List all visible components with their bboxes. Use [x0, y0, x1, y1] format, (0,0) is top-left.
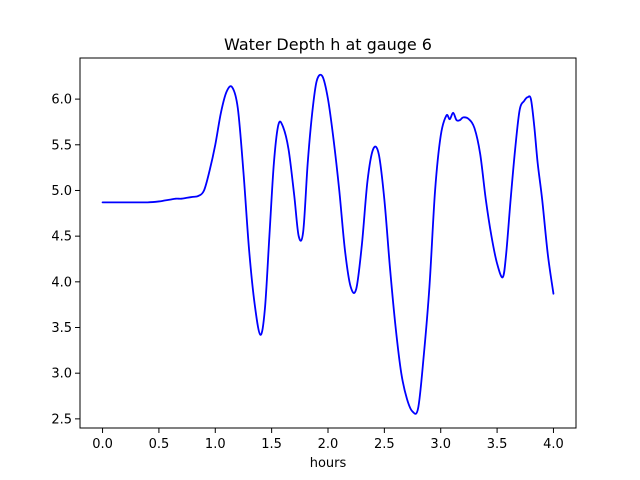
- x-tick-label: 0.0: [92, 437, 113, 452]
- y-tick-label: 6.0: [51, 93, 72, 108]
- y-tick-label: 5.5: [51, 138, 72, 153]
- y-tick-label: 3.0: [51, 367, 72, 382]
- chart-title: Water Depth h at gauge 6: [224, 35, 432, 54]
- series-layer: [101, 73, 555, 415]
- y-tick-label: 4.5: [51, 230, 72, 245]
- axis-ticks: 0.0 0.5 1.0 1.5 2.0 2.5 3.0 3.5 4.0 2.5 3.0 3.5 4.0 4…: [51, 93, 563, 452]
- plot-area-frame: [79, 57, 577, 429]
- x-tick-label: 2.5: [374, 437, 395, 452]
- y-tick-label: 4.0: [51, 275, 72, 290]
- x-tick-label: 2.0: [318, 437, 339, 452]
- x-tick-label: 3.5: [487, 437, 508, 452]
- y-tick-label: 5.0: [51, 184, 72, 199]
- x-tick-label: 3.0: [430, 437, 451, 452]
- x-tick-label: 1.0: [205, 437, 226, 452]
- x-tick-label: 1.5: [261, 437, 282, 452]
- y-tick-label: 2.5: [51, 412, 72, 427]
- x-tick-label: 4.0: [543, 437, 564, 452]
- series-line-0: [101, 73, 555, 415]
- x-tick-label: 0.5: [149, 437, 170, 452]
- y-tick-label: 3.5: [51, 321, 72, 336]
- x-axis-label: hours: [310, 456, 347, 471]
